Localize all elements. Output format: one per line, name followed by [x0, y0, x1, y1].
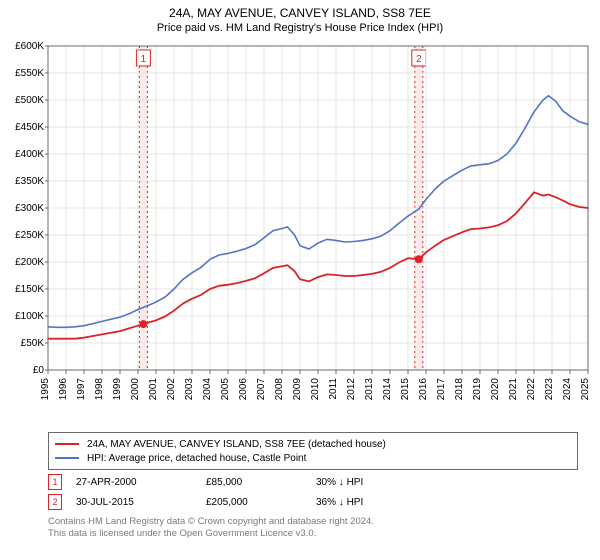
x-tick-label: 2009 — [292, 378, 303, 401]
x-tick-label: 2024 — [562, 378, 573, 401]
legend-row-hpi: HPI: Average price, detached house, Cast… — [55, 451, 571, 465]
x-tick-label: 2018 — [454, 378, 465, 401]
footer-attribution: Contains HM Land Registry data © Crown c… — [48, 516, 578, 541]
legend-label-subject: 24A, MAY AVENUE, CANVEY ISLAND, SS8 7EE … — [87, 439, 386, 450]
x-tick-label: 2023 — [544, 378, 555, 401]
marker-box-2: 2 — [48, 494, 62, 510]
legend-box: 24A, MAY AVENUE, CANVEY ISLAND, SS8 7EE … — [48, 432, 578, 470]
footer-line-1: Contains HM Land Registry data © Crown c… — [48, 516, 578, 528]
x-tick-label: 1997 — [76, 378, 87, 401]
legend-swatch-subject — [55, 443, 79, 445]
marker-date-2: 30-JUL-2015 — [76, 497, 206, 508]
x-tick-label: 2005 — [220, 378, 231, 401]
sale-band-label-2: 2 — [416, 54, 422, 65]
marker-price-1: £85,000 — [206, 477, 316, 488]
y-tick-label: £600K — [15, 41, 44, 52]
x-tick-label: 2011 — [328, 378, 339, 400]
x-tick-label: 2017 — [436, 378, 447, 401]
chart-area: 1 2 £0 £50K £100K £150K £200K £250K £300K £350K £4… — [0, 40, 600, 430]
x-tick-label: 2019 — [472, 378, 483, 401]
x-tick-label: 2007 — [256, 378, 267, 401]
y-tick-label: £50K — [21, 338, 45, 349]
x-tick-label: 2021 — [508, 378, 519, 401]
marker-row-1: 1 27-APR-2000 £85,000 30% ↓ HPI — [48, 472, 578, 492]
y-tick-label: £450K — [15, 122, 44, 133]
marker-date-1: 27-APR-2000 — [76, 477, 206, 488]
x-tick-label: 1996 — [58, 378, 69, 401]
x-tick-label: 2013 — [364, 378, 375, 401]
sale-dot-2 — [415, 255, 423, 263]
x-tick-label: 2002 — [166, 378, 177, 401]
legend-row-subject: 24A, MAY AVENUE, CANVEY ISLAND, SS8 7EE … — [55, 437, 571, 451]
y-tick-label: £200K — [15, 257, 44, 268]
x-tick-label: 2020 — [490, 378, 501, 401]
x-tick-label: 2025 — [580, 378, 591, 401]
y-tick-label: £150K — [15, 284, 44, 295]
price-chart-svg: 1 2 £0 £50K £100K £150K £200K £250K £300K £350K £4… — [0, 40, 600, 430]
marker-row-2: 2 30-JUL-2015 £205,000 36% ↓ HPI — [48, 492, 578, 512]
x-tick-label: 2022 — [526, 378, 537, 401]
x-tick-label: 2006 — [238, 378, 249, 401]
sale-band-label-1: 1 — [141, 54, 147, 65]
sale-dot-1 — [139, 320, 147, 328]
marker-table: 1 27-APR-2000 £85,000 30% ↓ HPI 2 30-JUL… — [48, 472, 578, 512]
x-tick-label: 2003 — [184, 378, 195, 401]
y-tick-label: £100K — [15, 311, 44, 322]
marker-pct-2: 36% ↓ HPI — [316, 497, 416, 508]
x-tick-label: 1995 — [40, 378, 51, 401]
x-tick-label: 2014 — [382, 378, 393, 401]
y-tick-label: £250K — [15, 230, 44, 241]
x-tick-label: 2000 — [130, 378, 141, 401]
x-tick-label: 2004 — [202, 378, 213, 401]
x-tick-label: 2016 — [418, 378, 429, 401]
y-tick-label: £300K — [15, 203, 44, 214]
chart-subtitle: Price paid vs. HM Land Registry's House … — [0, 20, 600, 36]
marker-price-2: £205,000 — [206, 497, 316, 508]
marker-box-1: 1 — [48, 474, 62, 490]
y-tick-label: £0 — [33, 365, 45, 376]
legend-label-hpi: HPI: Average price, detached house, Cast… — [87, 453, 306, 464]
legend-swatch-hpi — [55, 457, 79, 459]
footer-line-2: This data is licensed under the Open Gov… — [48, 528, 578, 540]
x-tick-label: 2008 — [274, 378, 285, 401]
y-tick-label: £500K — [15, 95, 44, 106]
x-tick-label: 1998 — [94, 378, 105, 401]
x-tick-label: 2012 — [346, 378, 357, 401]
y-tick-label: £550K — [15, 68, 44, 79]
x-tick-label: 1999 — [112, 378, 123, 401]
chart-title: 24A, MAY AVENUE, CANVEY ISLAND, SS8 7EE — [0, 0, 600, 20]
y-tick-label: £350K — [15, 176, 44, 187]
x-tick-label: 2010 — [310, 378, 321, 401]
x-tick-label: 2015 — [400, 378, 411, 401]
y-tick-label: £400K — [15, 149, 44, 160]
x-tick-label: 2001 — [148, 378, 159, 401]
marker-pct-1: 30% ↓ HPI — [316, 477, 416, 488]
